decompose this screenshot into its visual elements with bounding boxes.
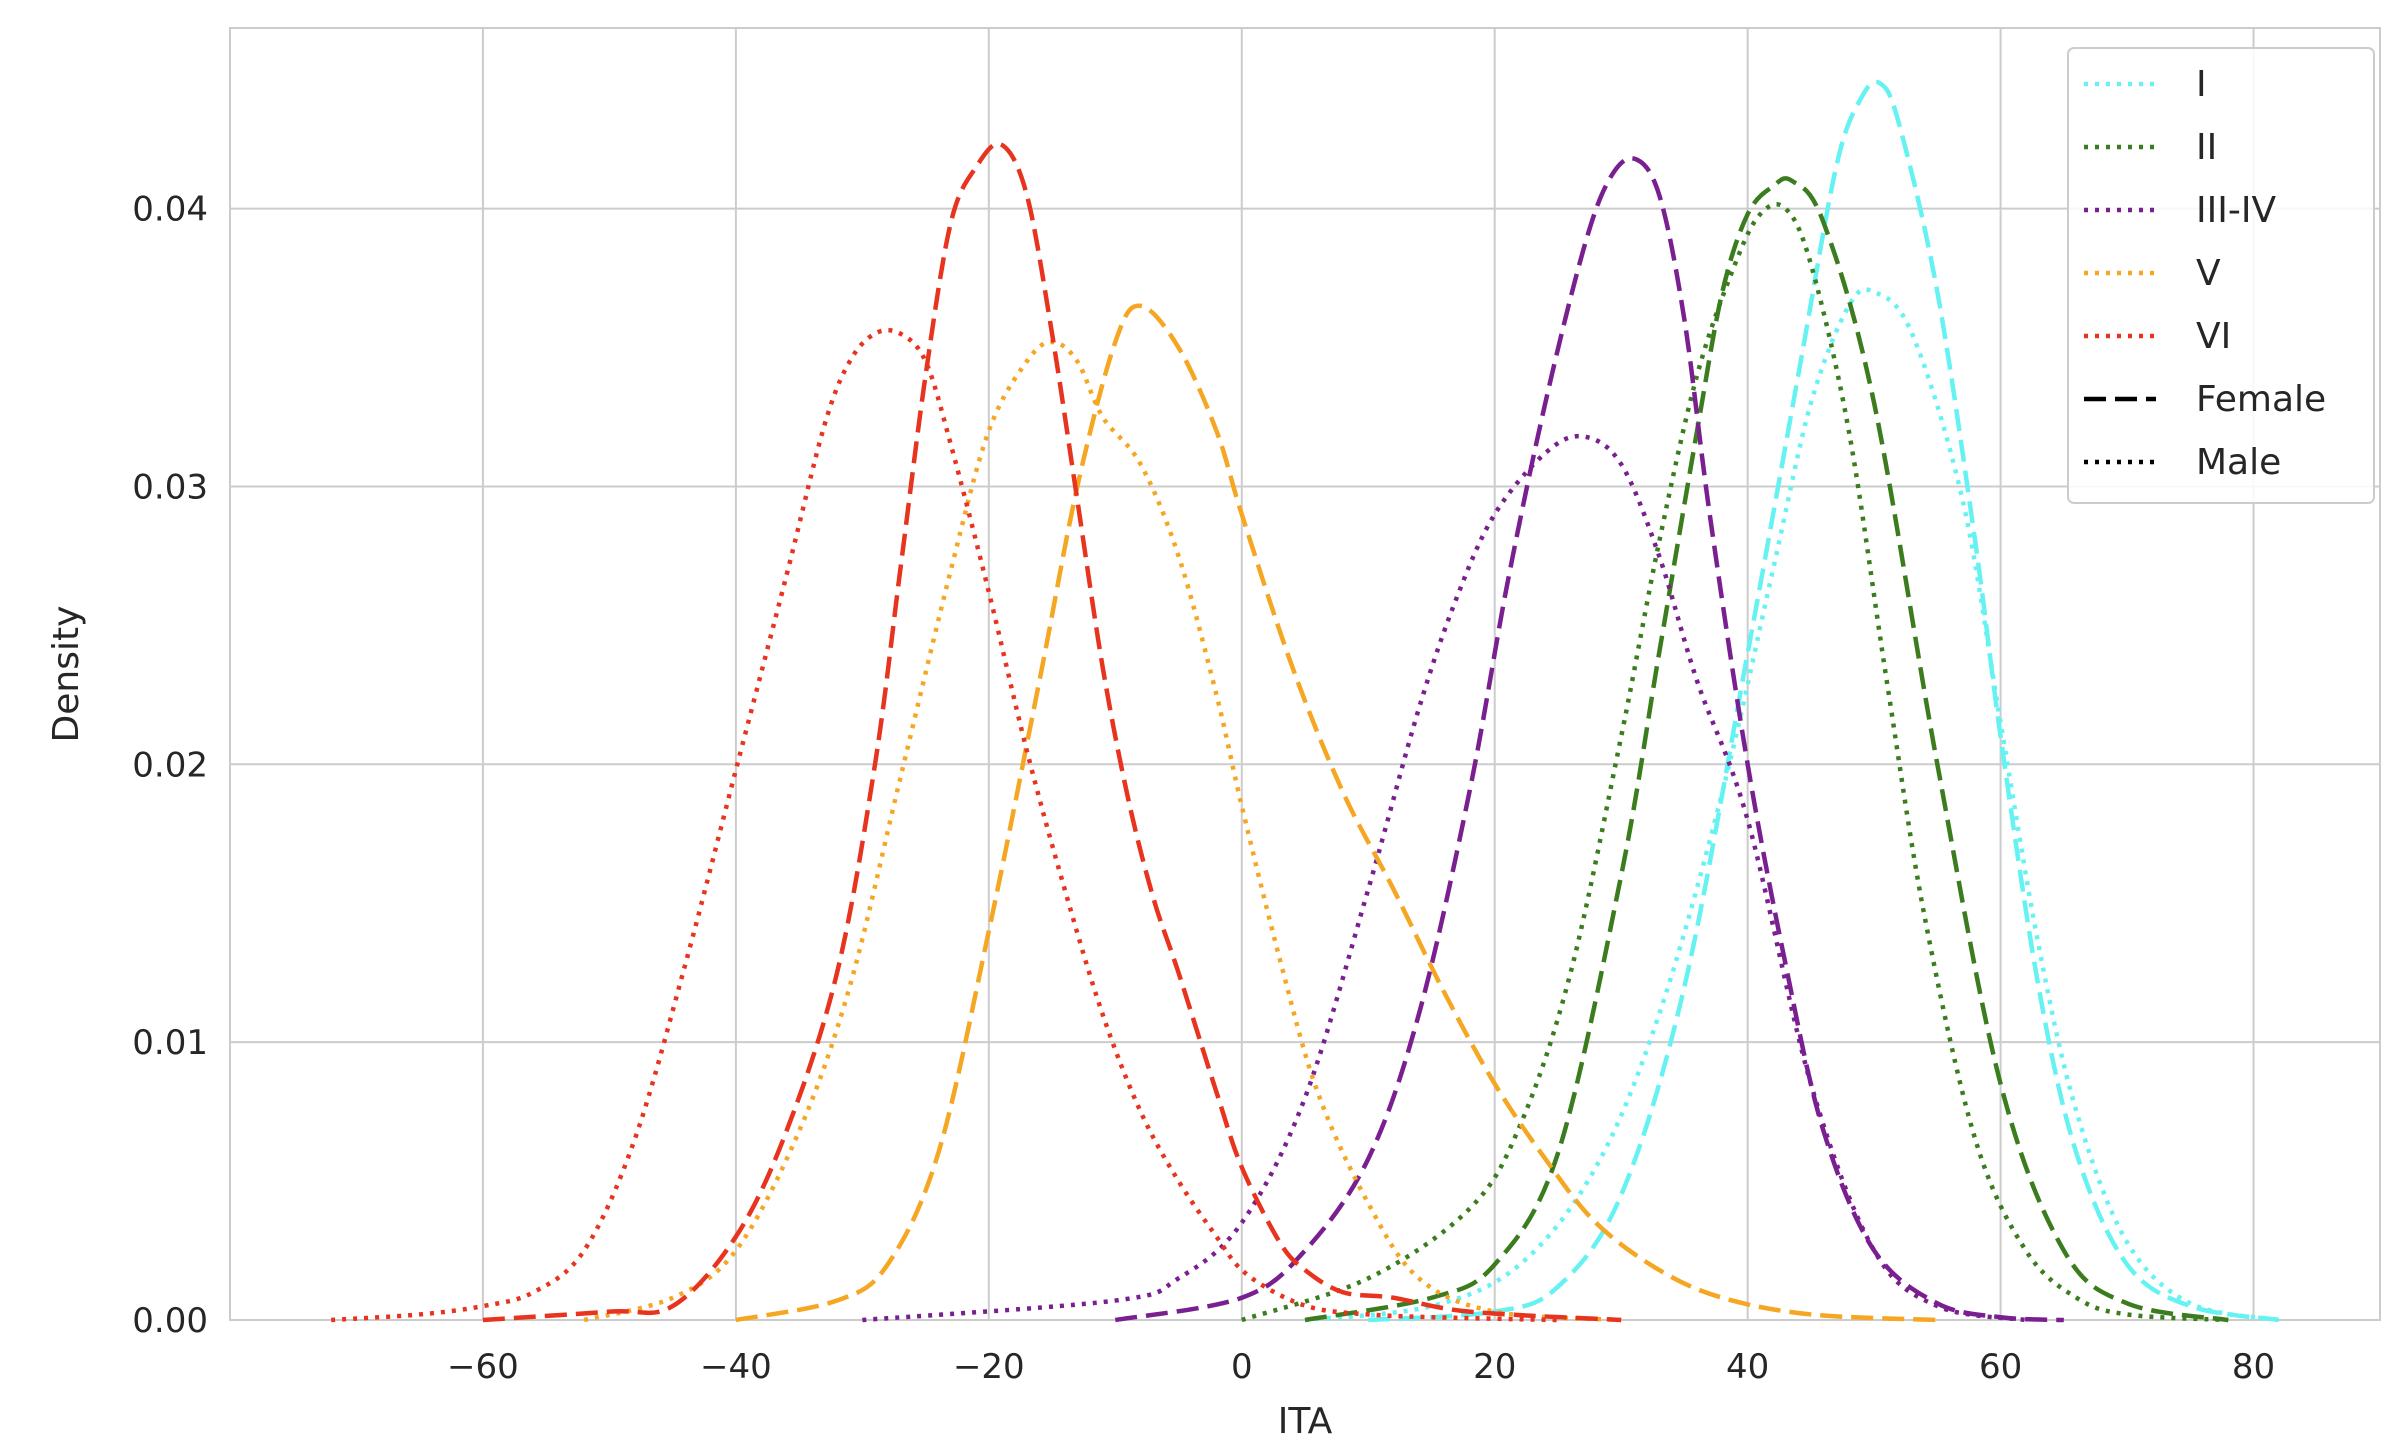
y-tick-label: 0.03	[132, 467, 208, 507]
series-line-iii-iv-male	[862, 433, 2027, 1323]
y-tick-label: 0.02	[132, 745, 208, 785]
y-tick-label: 0.04	[132, 190, 208, 230]
y-tick-label: 0.01	[132, 1023, 208, 1063]
legend-label-vi: VI	[2196, 316, 2231, 357]
x-tick-label: 60	[1979, 1347, 2022, 1387]
legend-label-male: Male	[2196, 442, 2281, 483]
series-line-i-female	[1368, 79, 2280, 1323]
legend-label-female: Female	[2196, 379, 2326, 420]
x-tick-label: 40	[1726, 1347, 1769, 1387]
series-line-iii-iv-female	[1114, 156, 2064, 1323]
x-tick-label: −60	[447, 1347, 519, 1387]
x-tick-label: 80	[2232, 1347, 2275, 1387]
x-tick-label: −40	[700, 1347, 772, 1387]
series-line-vi-male	[331, 327, 1558, 1323]
y-axis-label: Density	[46, 606, 87, 743]
legend-label-iii-iv: III-IV	[2196, 190, 2276, 231]
x-tick-label: −20	[953, 1347, 1025, 1387]
legend-label-ii: II	[2196, 127, 2217, 168]
series-line-v-female	[735, 303, 1938, 1323]
series-line-v-male	[583, 339, 1622, 1323]
series-line-ii-female	[1304, 176, 2229, 1323]
legend-box	[2067, 47, 2375, 504]
x-tick-label: 20	[1473, 1347, 1516, 1387]
series-layer	[331, 79, 2280, 1323]
x-tick-label: 0	[1231, 1347, 1253, 1387]
tick-labels: −60 −40 −20 0 20 40 60 80 0.00 0.01 0.02 0.03 0.04	[132, 190, 2275, 1387]
x-axis-label: ITA	[1278, 1401, 1333, 1442]
legend-label-v: V	[2196, 253, 2221, 294]
y-tick-label: 0.00	[132, 1301, 208, 1341]
legend-label-i: I	[2196, 64, 2207, 105]
